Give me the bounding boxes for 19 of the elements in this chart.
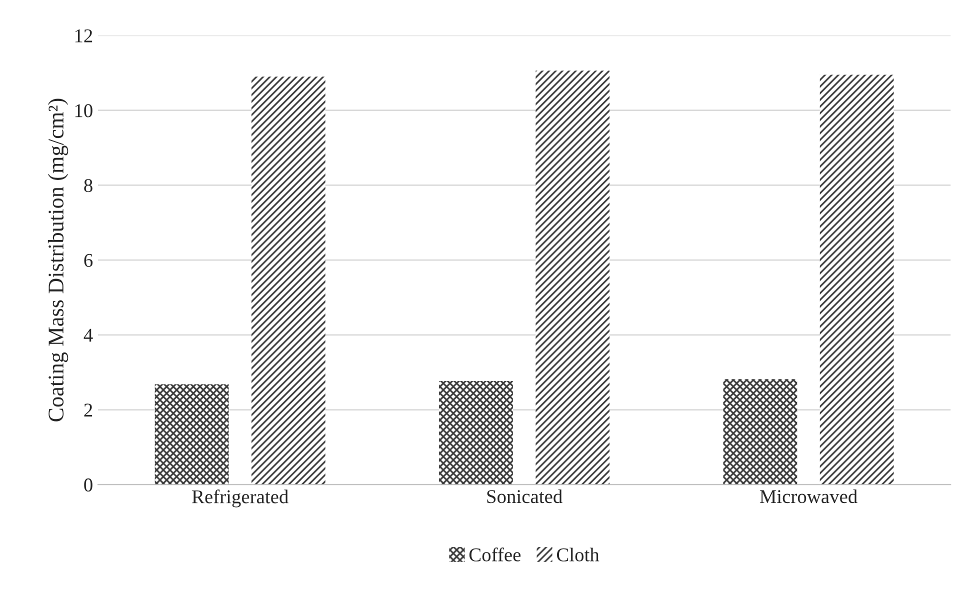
- bar: [723, 379, 798, 485]
- x-tick-label: Microwaved: [760, 489, 858, 504]
- y-tick-label: 2: [84, 404, 92, 417]
- legend-label: Cloth: [556, 548, 600, 562]
- bar: [439, 380, 513, 485]
- legend-label: Coffee: [469, 548, 521, 562]
- y-tick-label: 8: [84, 178, 92, 192]
- bar: [536, 70, 610, 485]
- bar: [154, 384, 229, 485]
- y-tick-label: 12: [75, 29, 92, 42]
- y-tick-label: 6: [84, 254, 93, 267]
- y-tick-label: 0: [84, 478, 92, 492]
- y-tick-label: 10: [75, 104, 92, 118]
- x-tick-label: Sonicated: [487, 489, 562, 504]
- x-tick-label: Refrigerated: [192, 489, 288, 508]
- y-tick-label: 4: [84, 328, 93, 342]
- bar: [251, 76, 326, 485]
- bar: [820, 74, 894, 485]
- y-axis-title: Coating Mass Distribution (mg/cm²): [48, 98, 68, 422]
